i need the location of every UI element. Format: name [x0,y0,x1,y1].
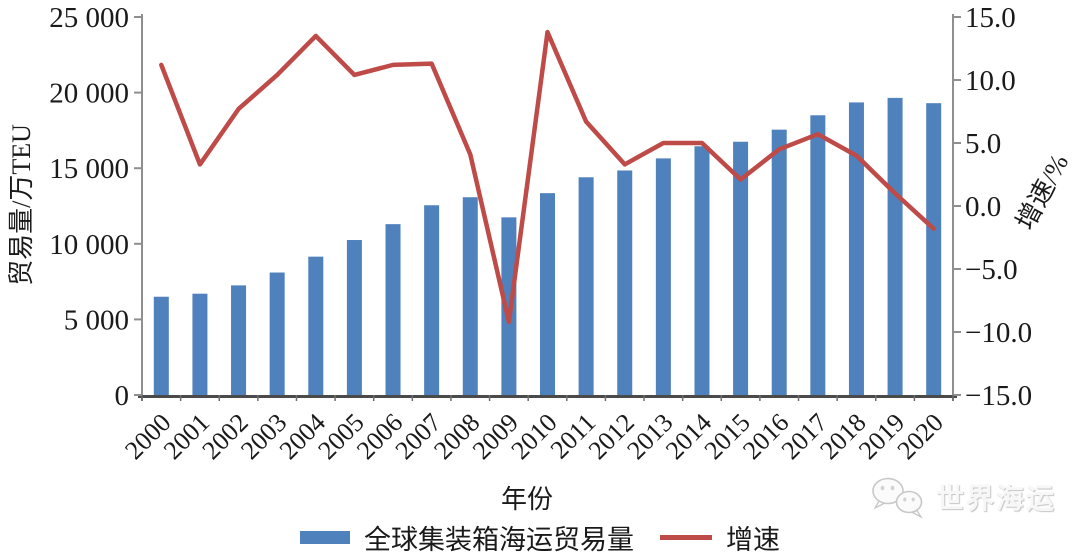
left-axis-tick-label: 5 000 [64,304,129,336]
watermark: 世界海运 [869,475,1056,519]
legend-item-growth-rate: 增速 [660,518,780,557]
bar-2016 [771,129,787,396]
right-axis-tick-label: −10.0 [965,317,1032,349]
right-axis-tick-label: 0.0 [965,191,1001,223]
right-axis-tick-label: 10.0 [965,65,1016,97]
left-axis-tick-label: 10 000 [49,229,129,261]
bar-2017 [810,115,826,395]
bar-2000 [153,296,169,395]
year-label-2020: 2020 [892,408,949,465]
left-axis-title: 贸易量/万TEU [7,124,36,286]
right-axis-tick-label: −15.0 [965,380,1032,412]
watermark-text: 世界海运 [935,484,1056,515]
bar-2007 [424,205,440,395]
bar-2006 [385,224,401,395]
legend-label-growth-rate: 增速 [726,525,780,555]
bar-2013 [655,158,671,395]
wechat-icon [872,477,923,519]
line-swatch-icon [660,535,712,540]
legend: 全球集装箱海运贸易量 增速 [300,518,780,557]
left-axis-tick-label: 0 [115,380,130,412]
bar-2002 [231,285,247,395]
bar-2004 [308,256,324,395]
left-axis-tick-label: 20 000 [49,78,129,110]
bar-2012 [617,170,633,395]
bar-2008 [462,197,478,395]
right-axis-tick-label: 15.0 [965,2,1016,34]
legend-item-trade-volume: 全球集装箱海运贸易量 [300,518,634,557]
bar-2003 [269,272,285,395]
x-axis-title: 年份 [501,485,553,514]
right-axis-tick-label: −5.0 [965,254,1018,286]
growth-rate-line [159,29,936,325]
bar-2019 [887,97,903,395]
bar-2014 [694,146,710,395]
legend-label-trade-volume: 全球集装箱海运贸易量 [364,525,634,555]
bar-2020 [926,103,942,396]
bar-2001 [192,293,208,395]
bar-2018 [848,102,864,395]
left-axis-tick-label: 15 000 [49,153,129,185]
bar-2010 [540,193,555,395]
right-axis-title: 增速/% [1011,149,1075,234]
left-axis-tick-label: 25 000 [49,2,129,34]
bar-2005 [346,240,362,395]
right-axis-tick-label: 5.0 [965,128,1001,160]
bar-2011 [578,177,594,395]
bar-2015 [733,141,749,395]
bar-swatch-icon [300,531,350,544]
plot-area: 0 5 000 10 000 15 000 20 000 25 000 −15.0 −10.0… [49,2,1032,465]
